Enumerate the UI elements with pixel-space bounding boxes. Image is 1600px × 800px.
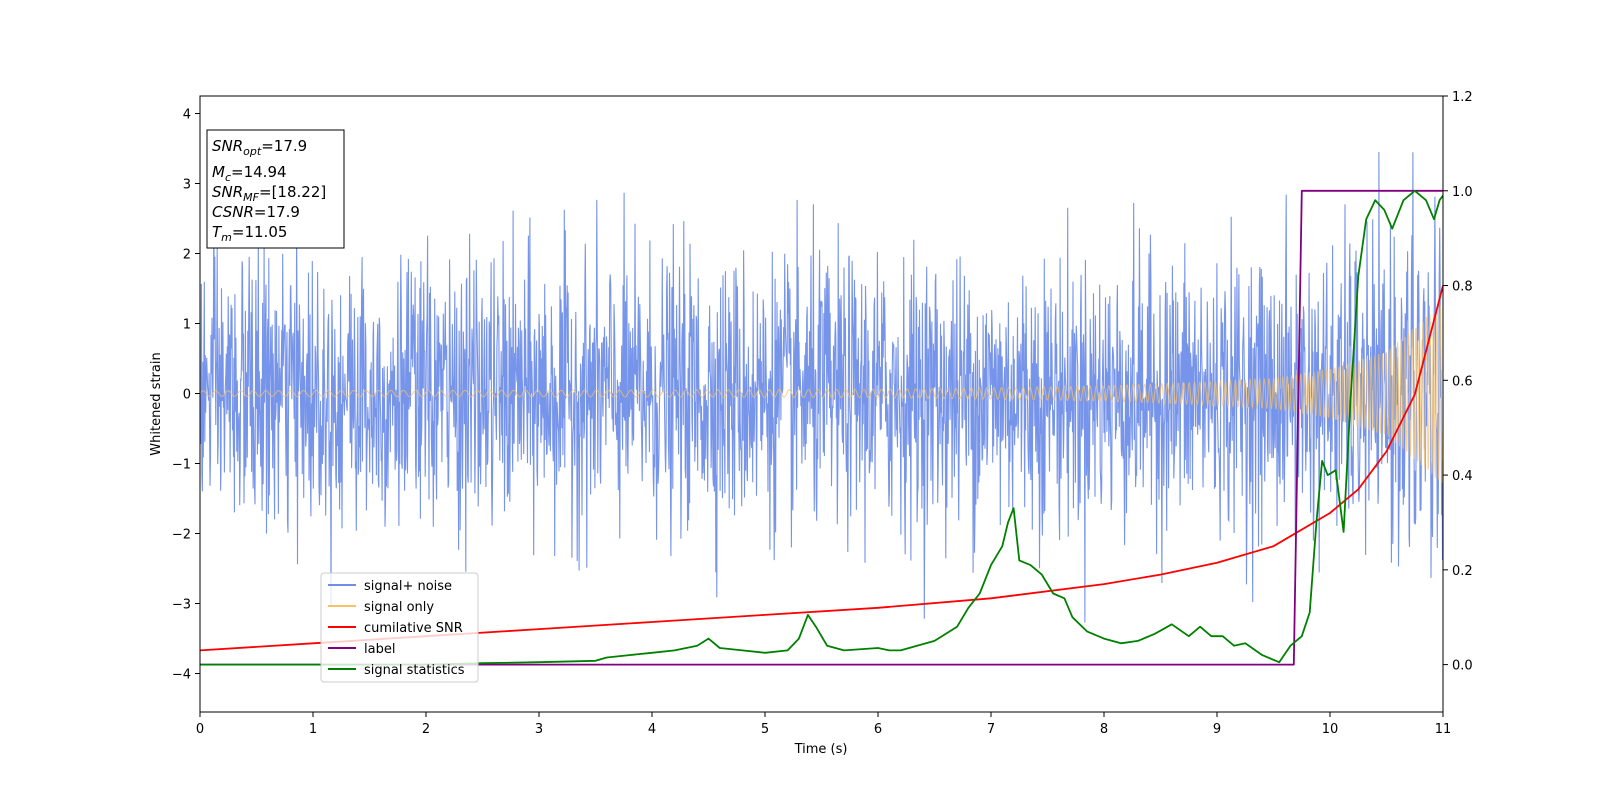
x-tick-label: 3 bbox=[535, 722, 543, 737]
x-axis: 0 1 2 3 4 5 6 7 8 9 10 11 bbox=[196, 712, 1451, 737]
x-tick-label: 2 bbox=[422, 722, 430, 737]
series-label bbox=[200, 189, 1443, 666]
y-tick-label: 3 bbox=[183, 178, 191, 193]
legend-item-signal-only: signal only bbox=[328, 600, 434, 615]
svg-text:signal statistics: signal statistics bbox=[364, 663, 465, 678]
y-tick-label: 1 bbox=[183, 318, 191, 333]
y-axis-left: −4 −3 −2 −1 0 1 2 3 4 bbox=[172, 108, 200, 683]
svg-text:cumilative SNR: cumilative SNR bbox=[364, 621, 463, 636]
info-csnr: CSNR=17.9 bbox=[212, 203, 300, 221]
plot-area bbox=[199, 95, 1444, 713]
info-mc: Mc=14.94 bbox=[212, 163, 287, 184]
x-tick-label: 11 bbox=[1435, 722, 1452, 737]
x-tick-label: 8 bbox=[1100, 722, 1108, 737]
svg-text:signal+ noise: signal+ noise bbox=[364, 579, 452, 594]
legend-item-signal-statistics: signal statistics bbox=[328, 663, 465, 678]
svg-text:signal only: signal only bbox=[364, 600, 434, 615]
x-tick-label: 5 bbox=[761, 722, 769, 737]
y-tick-label: 2 bbox=[183, 248, 191, 263]
y-tick-label: −3 bbox=[172, 598, 191, 613]
y2-tick-label: 1.2 bbox=[1452, 90, 1473, 105]
x-tick-label: 10 bbox=[1322, 722, 1339, 737]
x-tick-label: 4 bbox=[648, 722, 656, 737]
legend-item-label: label bbox=[328, 642, 395, 657]
y2-tick-label: 0.6 bbox=[1452, 374, 1473, 389]
x-tick-label: 1 bbox=[309, 722, 317, 737]
legend: signal+ noise signal only cumilative SNR… bbox=[320, 572, 479, 683]
y-axis-right: 0.0 0.2 0.4 0.6 0.8 1.0 1.2 bbox=[1443, 90, 1473, 674]
x-tick-label: 7 bbox=[987, 722, 995, 737]
x-tick-label: 6 bbox=[874, 722, 882, 737]
y-tick-label: −1 bbox=[172, 458, 191, 473]
info-snr-mf: SNRMF=[18.22] bbox=[212, 183, 326, 204]
series-cumulative-snr bbox=[200, 285, 1443, 652]
x-tick-label: 9 bbox=[1213, 722, 1221, 737]
y-tick-label: 0 bbox=[183, 388, 191, 403]
y-axis-label: Whitened strain bbox=[149, 352, 164, 455]
svg-text:label: label bbox=[364, 642, 395, 657]
y2-tick-label: 0.8 bbox=[1452, 280, 1473, 295]
series-signal-statistics bbox=[200, 189, 1443, 666]
plot-frame bbox=[199, 95, 1444, 713]
legend-item-cumulative-snr: cumilative SNR bbox=[328, 621, 463, 636]
y2-tick-label: 0.4 bbox=[1452, 469, 1473, 484]
y2-tick-label: 0.0 bbox=[1452, 659, 1473, 674]
y-tick-label: −4 bbox=[172, 668, 191, 683]
info-box: SNRopt=17.9 Mc=14.94 SNRMF=[18.22] CSNR=… bbox=[206, 129, 345, 249]
y2-tick-label: 0.2 bbox=[1452, 564, 1473, 579]
info-snr-opt: SNRopt=17.9 bbox=[212, 137, 307, 158]
series-signal-only bbox=[200, 305, 1443, 483]
info-tm: Tm=11.05 bbox=[212, 223, 287, 244]
legend-item-signal-noise: signal+ noise bbox=[328, 579, 452, 594]
y-tick-label: −2 bbox=[172, 528, 191, 543]
y2-tick-label: 1.0 bbox=[1452, 185, 1473, 200]
x-tick-label: 0 bbox=[196, 722, 204, 737]
y-tick-label: 4 bbox=[183, 108, 191, 123]
x-axis-label: Time (s) bbox=[794, 742, 848, 757]
